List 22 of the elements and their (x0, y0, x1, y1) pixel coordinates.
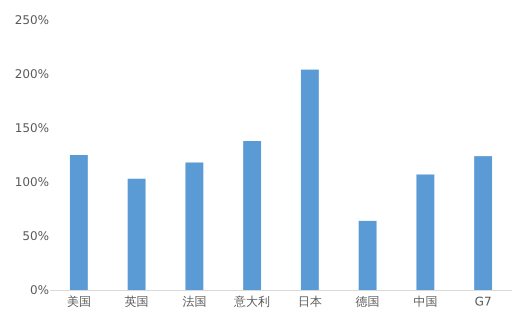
x-tick-label: 德国 (356, 294, 380, 308)
bar (243, 140, 262, 290)
x-tick-label: 法国 (182, 294, 206, 308)
bar (70, 155, 88, 290)
x-tick-label: 中国 (413, 294, 438, 308)
y-tick-label: 250% (14, 13, 49, 28)
x-tick-label: 英国 (124, 294, 149, 308)
y-tick-label: 150% (14, 121, 49, 136)
x-tick-label: G7 (474, 294, 492, 308)
bar (128, 178, 146, 290)
x-tick-label: 意大利 (233, 294, 270, 308)
bar (416, 174, 434, 290)
x-tick-label: 美国 (66, 294, 91, 308)
y-tick-label: 50% (22, 229, 49, 244)
bar (474, 156, 492, 290)
bar (185, 162, 204, 290)
y-tick-label: 200% (14, 67, 49, 82)
y-tick-label: 100% (14, 175, 49, 190)
bar (300, 70, 319, 290)
bar (358, 220, 377, 290)
x-tick-label: 日本 (298, 294, 322, 308)
y-tick-label: 0% (30, 283, 49, 298)
